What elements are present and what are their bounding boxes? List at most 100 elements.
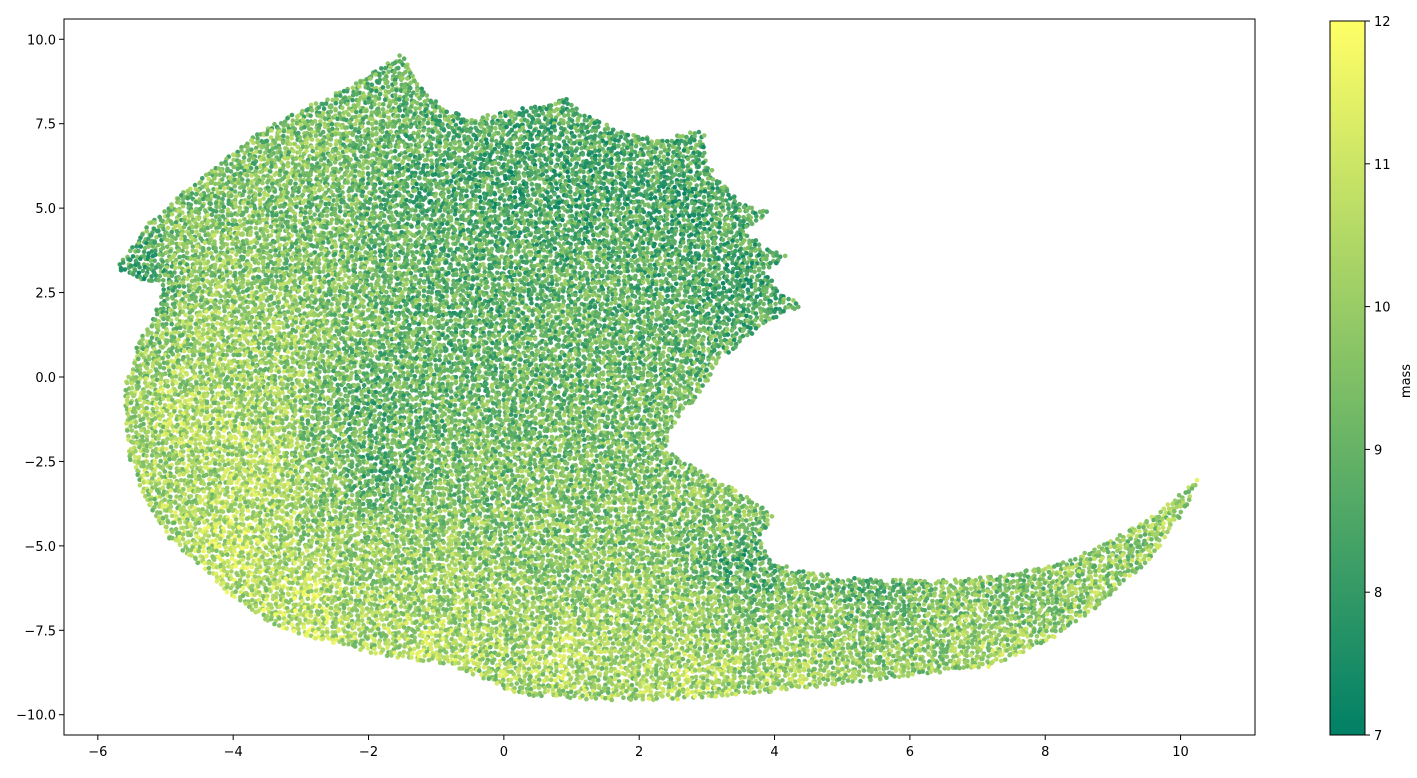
scatter-point (517, 244, 522, 249)
scatter-point (436, 234, 442, 240)
scatter-point (584, 125, 590, 130)
scatter-point (472, 160, 478, 166)
scatter-point (430, 121, 435, 126)
scatter-point (566, 108, 571, 114)
scatter-point (308, 102, 314, 108)
scatter-point (304, 249, 309, 255)
scatter-point (292, 126, 298, 132)
scatter-point (319, 245, 325, 250)
scatter-point (169, 212, 175, 217)
scatter-point (314, 244, 320, 249)
scatter-point (140, 232, 145, 237)
scatter-point (414, 181, 419, 187)
scatter-point (228, 169, 234, 174)
scatter-point (241, 184, 246, 190)
scatter-point (552, 240, 558, 245)
scatter-point (446, 227, 452, 232)
scatter-point (584, 217, 589, 222)
scatter-point (173, 223, 178, 229)
scatter-point (430, 136, 436, 142)
scatter-point (609, 156, 614, 162)
scatter-point (350, 97, 355, 103)
scatter-point (245, 148, 250, 154)
scatter-point (310, 148, 316, 154)
scatter-point (604, 153, 609, 158)
scatter-point (383, 65, 388, 71)
scatter-point (405, 148, 411, 153)
scatter-point (696, 164, 701, 169)
scatter-point (252, 197, 258, 202)
scatter-point (564, 236, 569, 241)
scatter-point (649, 161, 654, 166)
scatter-point (469, 185, 474, 190)
scatter-point (400, 250, 406, 256)
scatter-point (280, 224, 285, 229)
scatter-point (612, 188, 618, 194)
scatter-point (298, 212, 304, 218)
scatter-point (372, 244, 377, 249)
scatter-point (374, 204, 379, 209)
scatter-point (534, 242, 540, 247)
scatter-point (689, 232, 694, 237)
scatter-point (416, 224, 421, 230)
scatter-point (378, 113, 384, 119)
scatter-point (290, 118, 296, 123)
scatter-point (297, 150, 302, 155)
scatter-point (240, 192, 245, 198)
scatter-point (329, 245, 335, 250)
scatter-point (411, 90, 416, 95)
scatter-point (568, 189, 573, 195)
scatter-point (413, 208, 418, 213)
scatter-point (692, 177, 697, 183)
scatter-point (448, 208, 454, 214)
scatter-point (296, 189, 301, 194)
scatter-point (369, 88, 374, 93)
scatter-point (510, 176, 515, 181)
scatter-point (174, 229, 180, 234)
scatter-point (348, 157, 353, 162)
scatter-point (560, 217, 565, 223)
scatter-point (496, 248, 501, 254)
scatter-point (268, 169, 273, 174)
scatter-point (520, 113, 526, 118)
scatter-point (221, 204, 227, 210)
scatter-point (389, 87, 395, 93)
scatter-point (656, 226, 661, 231)
scatter-point (669, 221, 675, 227)
scatter-point (373, 97, 378, 103)
scatter-point (433, 248, 439, 254)
scatter-point (193, 238, 198, 243)
scatter-point (421, 128, 426, 133)
scatter-point (400, 160, 405, 165)
scatter-point (542, 180, 548, 186)
scatter-point (535, 136, 540, 141)
scatter-point (225, 236, 231, 241)
scatter-point (364, 185, 369, 190)
scatter-point (237, 218, 243, 224)
scatter-point (385, 109, 390, 115)
scatter-point (224, 162, 229, 167)
scatter-point (285, 252, 291, 257)
scatter-point (385, 124, 391, 130)
scatter-point (455, 116, 461, 121)
scatter-point (328, 142, 333, 148)
scatter-point (756, 242, 762, 247)
scatter-point (567, 162, 573, 167)
scatter-point (692, 146, 697, 151)
scatter-point (444, 164, 450, 169)
scatter-point (156, 224, 162, 230)
scatter-point (408, 93, 414, 99)
scatter-point (537, 253, 542, 259)
scatter-point (737, 201, 742, 207)
scatter-point (164, 220, 169, 225)
scatter-point (444, 244, 450, 249)
scatter-point (404, 92, 410, 97)
scatter-point (704, 229, 710, 235)
scatter-point (292, 196, 298, 202)
scatter-point (651, 243, 656, 249)
scatter-point (492, 208, 497, 214)
scatter-point (461, 232, 467, 237)
scatter-point (621, 177, 627, 182)
scatter-point (415, 101, 420, 106)
